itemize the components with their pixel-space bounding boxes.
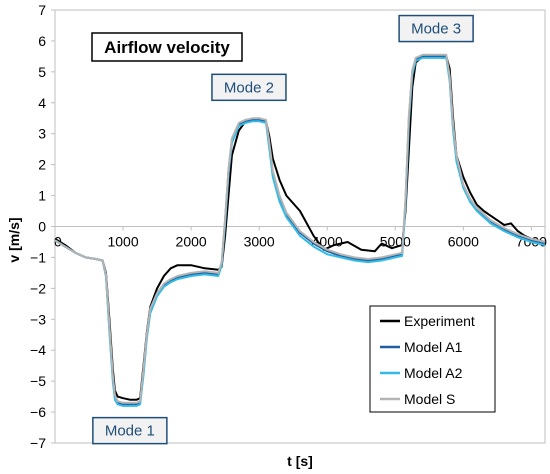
y-tick-labels: −7 −6 −5 −4 −3 −2 −1 0 1 2 3 4 5 6 7 (30, 2, 55, 451)
mode-label-box (398, 14, 474, 43)
y-tick-label: 0 (38, 219, 46, 235)
y-tick-label: 4 (38, 95, 46, 111)
series-lines (54, 53, 546, 407)
series-line-experiment (54, 53, 546, 401)
legend-label: Experiment (404, 313, 475, 329)
x-tick-label: 6000 (448, 234, 479, 250)
annotations: Mode 1 Mode 2 Mode 3 (92, 14, 474, 445)
y-tick-label: 6 (38, 33, 46, 49)
mode-label-box (211, 73, 287, 102)
series-line-model-s (54, 53, 546, 404)
x-axis-title: t [s] (287, 453, 313, 469)
chart-title-text: Airflow velocity (104, 38, 230, 57)
y-tick-label: 1 (38, 188, 46, 204)
y-axis-title: v [m/s] (6, 217, 22, 262)
y-tick-label: −7 (30, 435, 46, 451)
y-tick-label: −1 (30, 249, 46, 265)
legend-label: Model A2 (404, 365, 463, 381)
legend: Experiment Model A1 Model A2 Model S (369, 305, 496, 413)
y-tick-label: −4 (30, 342, 46, 358)
mode-label: Mode 2 (224, 79, 274, 96)
legend-label: Model S (404, 391, 455, 407)
mode-label: Mode 3 (411, 21, 461, 38)
x-tick-label: 1000 (107, 234, 138, 250)
mode-label-box (92, 416, 168, 445)
y-tick-label: 7 (38, 2, 46, 18)
y-tick-label: −3 (30, 311, 46, 327)
y-tick-label: 5 (38, 64, 46, 80)
y-tick-label: 3 (38, 126, 46, 142)
mode-label: Mode 1 (105, 423, 155, 440)
x-tick-label: 3000 (244, 234, 275, 250)
y-tick-label: 2 (38, 157, 46, 173)
chart-title: Airflow velocity (91, 32, 243, 62)
y-tick-label: −2 (30, 280, 46, 296)
x-tick-label: 2000 (176, 234, 207, 250)
y-tick-label: −6 (30, 404, 46, 420)
y-tick-label: −5 (30, 373, 46, 389)
legend-label: Model A1 (404, 339, 463, 355)
